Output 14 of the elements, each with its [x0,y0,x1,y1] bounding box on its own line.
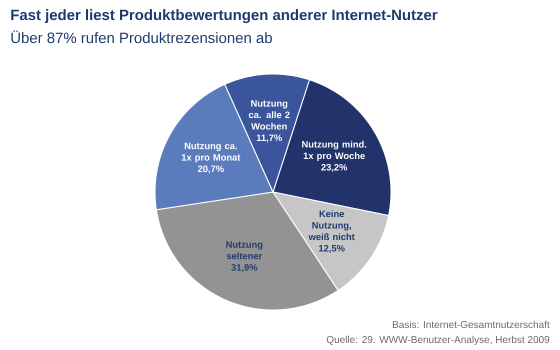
source-note: Quelle: 29. WWW-Benutzer-Analyse, Herbst 2009 [326,336,550,346]
slice-label: Keine Nutzung, weiß nicht [308,210,355,240]
data-label: 31,9% [231,264,258,272]
data-label: 23,2% [321,164,348,172]
chart-title: Fast jeder liest Produktbewertungen anderer Internet-Nutzer [11,9,438,24]
slice-label: Nutzung seltener [226,241,262,260]
slice-label: Nutzung ca. alle 2 Wochen [248,100,290,130]
data-label: 11,7% [256,134,282,142]
data-label: 20,7% [198,166,224,174]
slice-label: Nutzung ca. 1x pro Monat [182,142,240,163]
text: Basis: Internet-Gesamtnutzerschaft [392,320,550,328]
data-label: 12,5% [319,244,345,253]
chart-subtitle: Über 87% rufen Produktrezensionen ab [11,30,272,44]
slice-label: Nutzung mind. 1x pro Woche [302,140,366,161]
